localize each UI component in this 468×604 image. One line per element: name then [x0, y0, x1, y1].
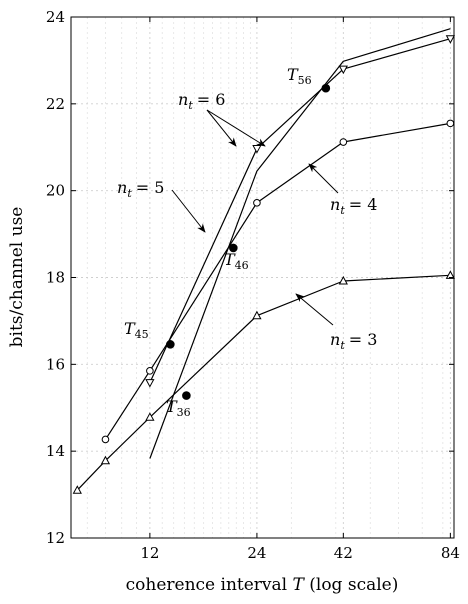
arrow-nt3: [295, 293, 334, 326]
arrow-nt6-a: [206, 109, 266, 147]
y-tick-label-0: 12: [46, 529, 65, 547]
intersection-label-t56: T56: [287, 65, 312, 87]
data-point-s1-4: [446, 119, 455, 128]
nt6-var: n: [178, 90, 188, 109]
x-axis-label-suffix: (log scale): [309, 575, 398, 595]
y-axis-label: bits/channel use: [7, 207, 27, 348]
nt5-eq: = 5: [136, 178, 165, 197]
intersection-point-45: [166, 340, 175, 349]
t36-var: T: [166, 397, 178, 416]
nt5-sub: t: [127, 187, 132, 200]
ticks: 12 24 42 84 12 14 16 18 20 22 24: [46, 8, 460, 562]
series-line-0: [76, 274, 451, 491]
arrow-nt6-b: [206, 109, 237, 147]
intersection-label-t36: T36: [166, 397, 191, 419]
data-point-s1-3: [339, 138, 348, 146]
nt3-eq: = 3: [349, 330, 378, 349]
data-point-s0-0: [72, 485, 82, 494]
y-tick-label-1: 14: [46, 442, 65, 460]
t45-var: T: [124, 319, 136, 338]
intersection-label-t46: T46: [224, 250, 249, 272]
intersection-point-36: [182, 391, 191, 400]
series-line-2: [149, 38, 451, 383]
intersection-label-t45: T45: [124, 319, 149, 341]
nt4-sub: t: [340, 204, 345, 217]
x-axis-label-var: T: [293, 575, 306, 595]
data-point-s1-2: [253, 199, 261, 207]
data-point-s0-4: [338, 275, 348, 285]
annotation-nt3: nt = 3: [330, 330, 377, 352]
t46-var: T: [224, 250, 236, 269]
data-point-s2-1: [252, 145, 262, 154]
y-tick-label-5: 22: [46, 95, 65, 113]
x-tick-label-3: 84: [441, 544, 460, 562]
nt4-var: n: [330, 195, 340, 214]
data-point-s2-2: [338, 65, 348, 75]
arrow-nt5: [171, 189, 206, 233]
t46-sub: 46: [235, 259, 249, 272]
series-group: [76, 28, 451, 491]
data-point-s0-2: [145, 412, 155, 421]
annotation-nt6: nt = 6: [178, 90, 225, 112]
x-axis-label: coherence interval T (log scale): [126, 575, 399, 595]
data-point-s2-0: [145, 379, 155, 388]
marker-group: [72, 35, 456, 494]
nt5-var: n: [117, 178, 127, 197]
annotation-nt4: nt = 4: [330, 195, 377, 217]
nt6-sub: t: [188, 99, 193, 112]
intersection-point-56: [321, 83, 331, 93]
x-tick-label-2: 42: [334, 544, 353, 562]
y-tick-label-2: 16: [46, 355, 65, 373]
data-point-s2-3: [445, 35, 456, 44]
grid: [71, 16, 454, 539]
annotation-nt5: nt = 5: [117, 178, 164, 200]
series-line-3: [149, 28, 451, 459]
data-point-s1-0: [101, 435, 110, 444]
t56-var: T: [287, 65, 299, 84]
data-point-s0-1: [100, 455, 111, 465]
data-point-s1-1: [146, 367, 154, 375]
x-tick-label-0: 12: [140, 544, 159, 562]
data-point-s0-3: [252, 310, 262, 320]
t36-sub: 36: [177, 406, 191, 419]
data-point-s0-5: [445, 270, 456, 279]
nt6-eq: = 6: [197, 90, 226, 109]
nt3-sub: t: [340, 339, 345, 352]
x-axis-label-text: coherence interval: [126, 575, 287, 595]
y-tick-label-3: 18: [46, 269, 65, 287]
t56-sub: 56: [298, 74, 312, 87]
t45-sub: 45: [135, 328, 149, 341]
x-tick-label-1: 24: [247, 544, 266, 562]
y-tick-label-6: 24: [46, 8, 65, 26]
arrow-nt4: [308, 163, 339, 194]
nt3-var: n: [330, 330, 340, 349]
y-tick-label-4: 20: [46, 182, 65, 200]
intersection-point-46: [229, 243, 238, 253]
nt4-eq: = 4: [349, 195, 378, 214]
